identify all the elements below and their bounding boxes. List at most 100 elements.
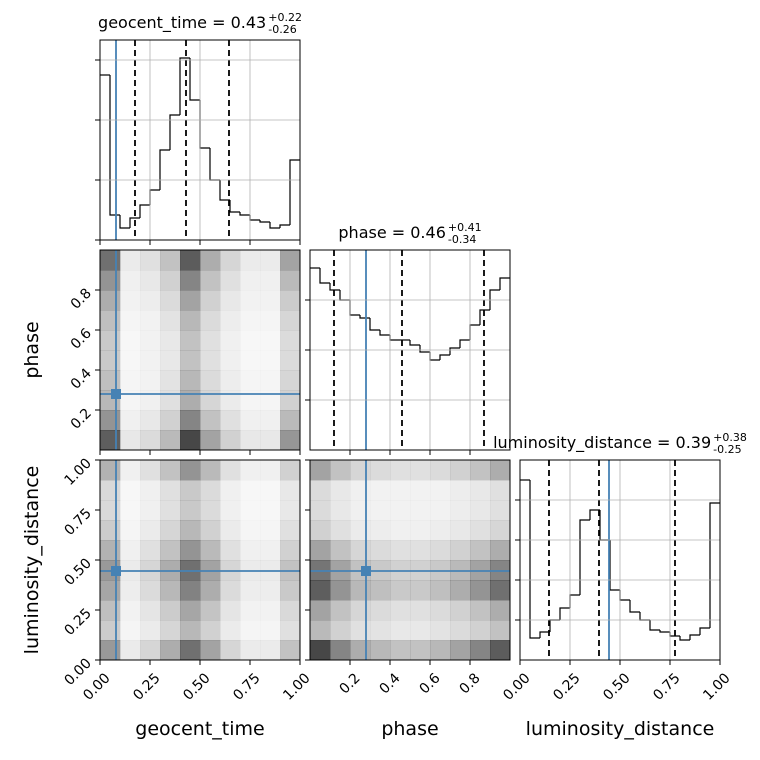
density-cell [100,330,121,351]
x-tick-label: 0.6 [417,670,444,697]
density-cell [260,310,281,331]
density-cell [450,480,471,501]
density-cell [100,290,121,311]
density-cell [200,620,221,641]
density-cell [410,580,431,601]
density-cell [140,350,161,371]
density-cell [180,520,201,541]
density-cell [240,270,261,291]
title-upper: +0.38 [713,431,747,444]
density-cell [200,350,221,371]
density-cell [160,620,181,641]
density-cell [280,290,300,311]
x-axis-label: geocent_time [135,718,264,740]
density-cell [390,500,411,521]
density-cell [240,310,261,331]
hist-step [249,215,260,221]
x-tick-label: 1.00 [280,670,313,703]
density-cell [120,620,141,641]
density-cell [140,460,161,481]
density-cell [450,640,471,660]
density-cell [200,310,221,331]
density-cell [140,330,161,351]
density-cell [160,600,181,621]
density-cell [160,580,181,601]
density-cell [430,620,451,641]
density-cell [450,620,471,641]
density-cell [350,480,371,501]
density-cell [370,600,391,621]
density-cell [180,620,201,641]
density-cell [390,540,411,561]
density-cell [350,500,371,521]
title-upper: +0.41 [448,221,482,234]
hist-step [589,509,600,520]
hist-step [229,200,240,213]
density-cell [260,390,281,411]
density-cell [160,250,181,271]
density-cell [220,410,241,431]
title-lower: -0.25 [713,443,741,456]
density-cell [410,460,431,481]
density-cell [240,620,261,641]
density-cell [410,540,431,561]
density-cell [140,620,161,641]
density-cell [140,410,161,431]
density-cell [430,500,451,521]
density-cell [410,640,431,660]
density-cell [470,500,491,521]
density-cell [140,520,161,541]
density-cell [200,430,221,450]
density-cell [310,600,331,621]
density-cell [310,620,331,641]
hist-step [379,330,390,336]
x-tick-label: 0.4 [377,670,404,697]
density-cell [280,270,300,291]
density-cell [220,520,241,541]
density-cell [180,290,201,311]
density-cell [280,500,300,521]
hist-step [489,289,500,310]
density-cell [180,600,201,621]
density-cell [100,310,121,331]
density-cell [180,250,201,271]
density-cell [280,520,300,541]
density-cell [200,480,221,501]
density-cell [260,290,281,311]
density-cell [120,430,141,450]
density-cell [200,270,221,291]
density-cell [370,540,391,561]
density-cell [160,460,181,481]
density-cell [180,430,201,450]
density-cell [390,600,411,621]
density-cell [280,310,300,331]
hist-step [219,180,230,201]
density-cell [450,580,471,601]
density-cell [180,270,201,291]
density-cell [220,480,241,501]
density-cell [180,480,201,501]
hist-step [199,100,210,149]
density-cell [310,480,331,501]
density-cell [470,600,491,621]
density-cell [100,600,121,621]
density-cell [390,620,411,641]
density-cell [160,500,181,521]
density-cell [330,580,351,601]
density-cell [100,640,121,660]
title-upper: +0.22 [268,11,302,24]
density-cell [410,620,431,641]
density-cell [120,480,140,500]
density-cell [410,520,431,541]
hist-step [689,634,700,640]
density-cell [180,350,201,371]
density-cell [180,640,201,660]
density-cell [430,540,451,561]
density-cell [280,330,300,351]
density-cell [220,270,241,291]
density-cell [200,410,221,431]
density-cell [220,310,241,331]
density-cell [490,520,510,541]
panel [100,250,300,450]
density-cell [100,250,121,271]
